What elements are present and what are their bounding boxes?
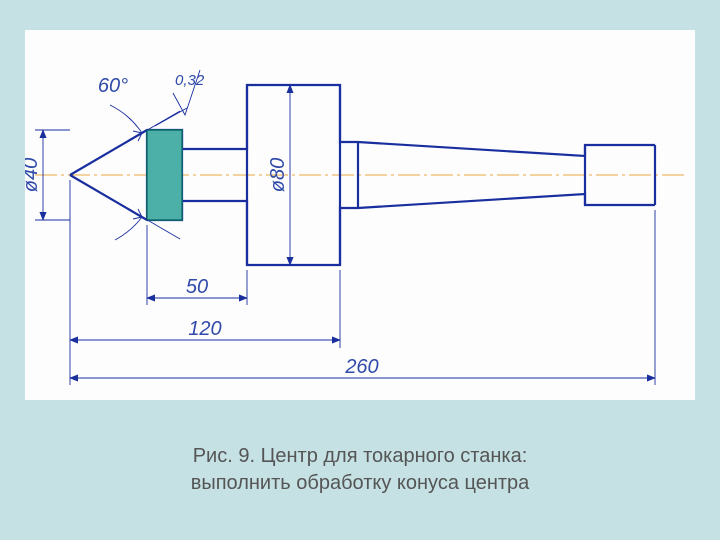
dimensions — [35, 70, 655, 385]
dim-120: 120 — [188, 318, 221, 340]
dimension-texts: ø40 ø80 60° 0,32 50 120 260 — [25, 72, 379, 378]
dim-dia40: ø40 — [25, 158, 42, 192]
dim-50: 50 — [186, 276, 208, 298]
dim-260: 260 — [344, 356, 378, 378]
caption-line-2: выполнить обработку конуса центра — [0, 472, 720, 495]
drawing-panel: ø40 ø80 60° 0,32 50 120 260 — [25, 30, 695, 400]
cone-tip-shaded — [147, 130, 182, 220]
dim-roughness: 0,32 — [175, 72, 205, 89]
caption-line-1: Рис. 9. Центр для токарного станка: — [0, 445, 720, 468]
dim-dia80: ø80 — [267, 158, 289, 192]
dim-angle: 60° — [98, 75, 128, 97]
engineering-drawing: ø40 ø80 60° 0,32 50 120 260 — [25, 30, 695, 400]
page-root: ø40 ø80 60° 0,32 50 120 260 Рис. 9. Цент… — [0, 0, 720, 540]
